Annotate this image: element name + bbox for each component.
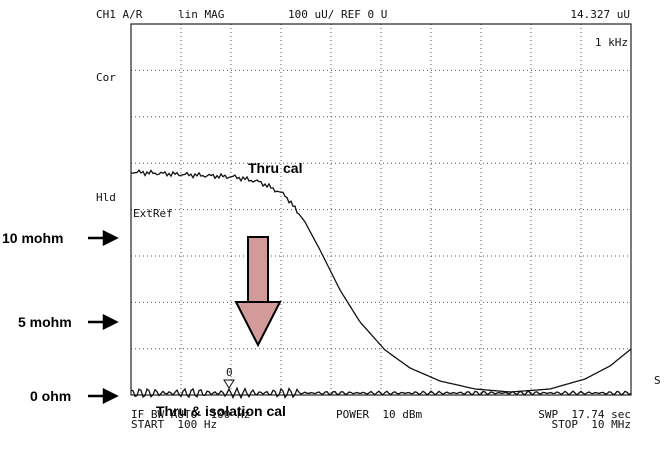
channel: CH1 A/R bbox=[96, 8, 143, 21]
power: POWER 10 dBm bbox=[336, 408, 422, 421]
arrow-shaft bbox=[247, 236, 269, 304]
side: S bbox=[654, 374, 661, 387]
frame bbox=[130, 23, 632, 396]
marker-symbol bbox=[223, 379, 235, 389]
marker-label: 0 bbox=[226, 366, 233, 379]
scale: 100 uU/ REF 0 U bbox=[288, 8, 387, 21]
label-5mohm: 5 mohm bbox=[18, 314, 72, 330]
arrow bbox=[88, 229, 119, 247]
isolation-trace bbox=[130, 386, 632, 400]
grid bbox=[131, 24, 631, 395]
arrow-head bbox=[234, 301, 282, 348]
marker-value: 14.327 uU bbox=[570, 8, 630, 21]
label-thru-iso: Thru & isolation cal bbox=[156, 403, 286, 419]
label-thru-cal: Thru cal bbox=[248, 160, 302, 176]
thru-cal-trace bbox=[130, 169, 632, 393]
stop: STOP 10 MHz bbox=[552, 418, 631, 431]
start: START 100 Hz bbox=[131, 418, 217, 431]
label-0ohm: 0 ohm bbox=[30, 388, 71, 404]
marker-freq: 1 kHz bbox=[595, 36, 628, 49]
sweep: SWP 17.74 sec bbox=[538, 408, 631, 421]
extref: ExtRef bbox=[133, 207, 173, 220]
arrow bbox=[88, 313, 119, 331]
format: lin MAG bbox=[178, 8, 224, 21]
label-10mohm: 10 mohm bbox=[2, 230, 63, 246]
arrow bbox=[88, 387, 119, 405]
cor: Cor bbox=[96, 71, 116, 84]
hld: Hld bbox=[96, 191, 116, 204]
ifbw: IF BW AUTO 100 Hz bbox=[131, 408, 250, 421]
